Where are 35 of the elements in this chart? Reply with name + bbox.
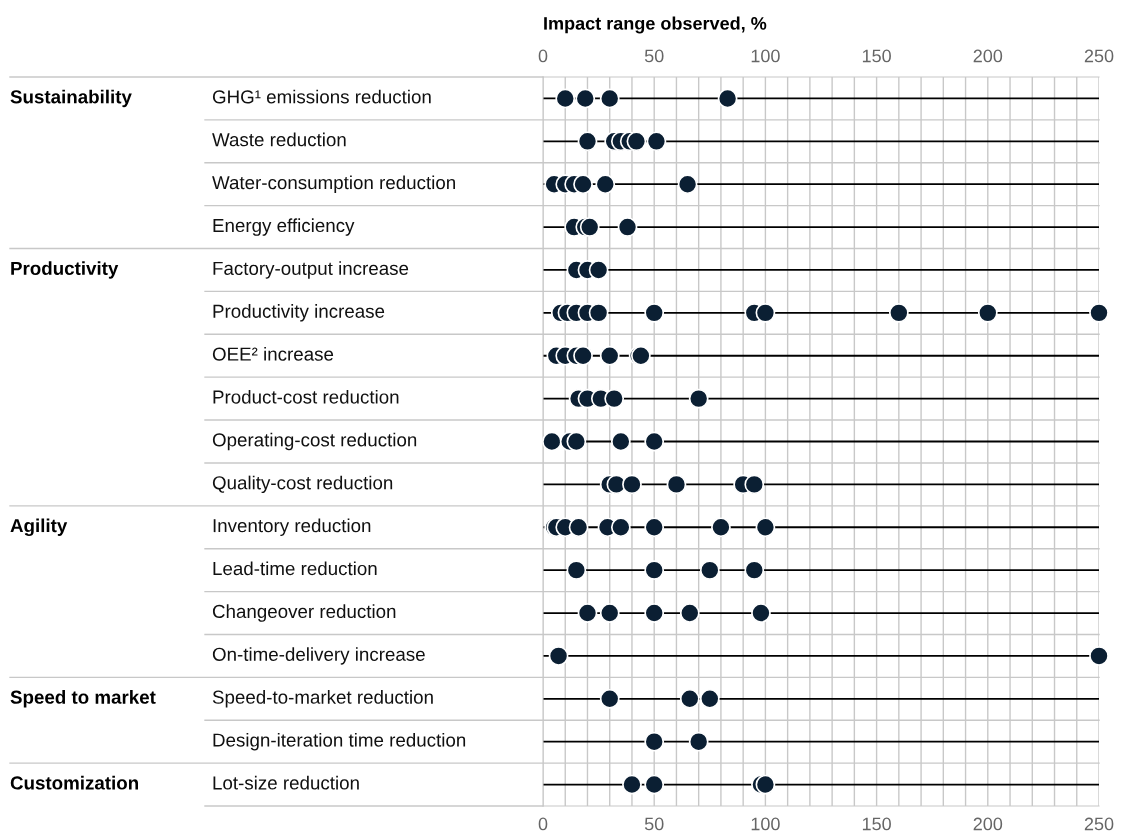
- y-tick-label: Inventory reduction: [213, 518, 371, 536]
- text: Customization: [10, 775, 138, 790]
- y-tick-label: Productivity increase: [213, 304, 385, 322]
- x-tick-label: 50: [644, 817, 664, 831]
- x2-tick-label: 200: [973, 49, 1003, 63]
- y-tick-label: OEE² increase: [212, 347, 334, 361]
- y-tick-label: Quality-cost reduction: [212, 475, 393, 494]
- y-tick-label: Energy efficiency: [213, 218, 355, 236]
- x-tick-label: 200: [973, 817, 1003, 831]
- x2-tick-label: 250: [1084, 49, 1114, 63]
- y-tick-label: Design-iteration time reduction: [213, 732, 466, 751]
- y-tick-label: Factory-output increase: [213, 261, 409, 279]
- x-tick-label: 150: [862, 817, 891, 831]
- text: Productivity: [11, 261, 119, 279]
- x2-tick-label: 50: [644, 49, 664, 63]
- y-tick-label: Speed-to-market reduction: [212, 690, 433, 708]
- y-tick-label: Lead-time reduction: [213, 561, 377, 576]
- y-tick-label: Lot-size reduction: [213, 775, 359, 790]
- x-tick-label: 0: [538, 817, 548, 831]
- x-tick-label: 250: [1084, 817, 1114, 831]
- y-tick-label: GHG¹ emissions reduction: [212, 89, 431, 104]
- y-tick-label: Changeover reduction: [212, 604, 396, 622]
- text: Speed to market: [10, 690, 156, 708]
- x2-axis-title: Impact range observed, %: [544, 16, 767, 34]
- y-tick-label: Water-consumption reduction: [212, 175, 455, 193]
- y-tick-label: On-time-delivery increase: [212, 647, 425, 665]
- text: Agility: [10, 518, 68, 537]
- y-tick-label: Operating-cost reduction: [212, 432, 417, 451]
- x2-tick-label: 100: [751, 49, 780, 63]
- x-tick-label: 100: [751, 817, 780, 831]
- y-tick-label: Product-cost reduction: [213, 389, 399, 404]
- x2-tick-label: 0: [538, 49, 548, 63]
- y-tick-label: Waste reduction: [212, 132, 346, 147]
- text: Sustainability: [10, 89, 132, 108]
- x2-tick-label: 150: [862, 49, 891, 63]
